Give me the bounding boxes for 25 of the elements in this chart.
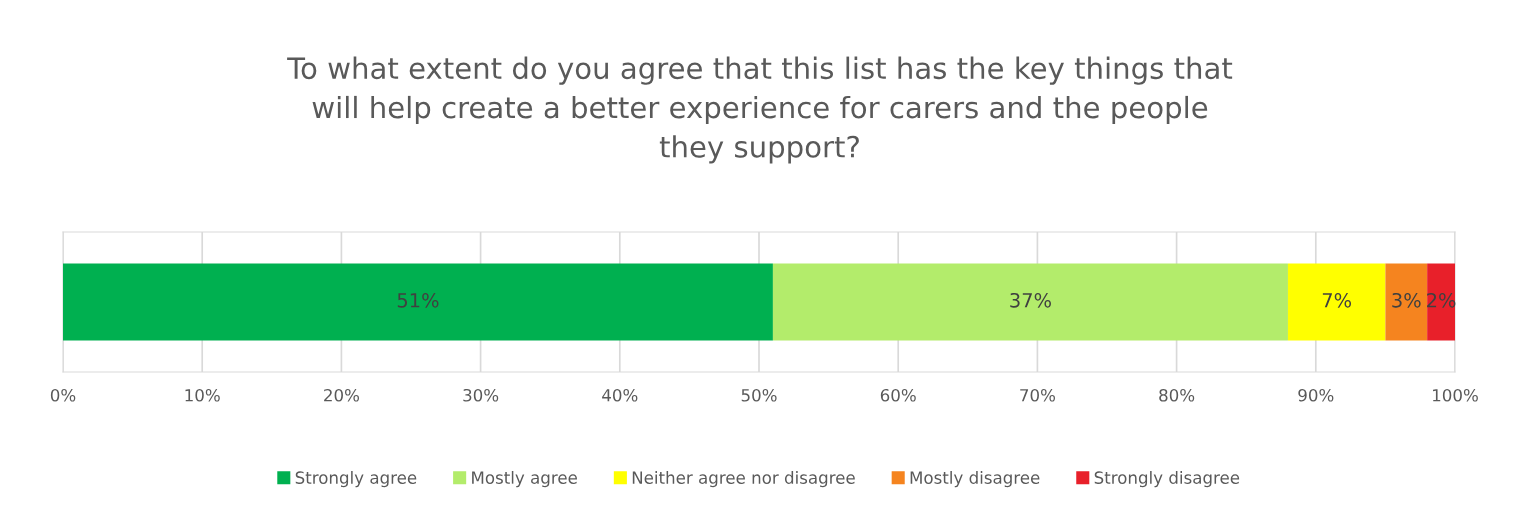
- legend-label: Mostly agree: [472, 471, 577, 488]
- bar: [63, 263, 773, 341]
- legend-label: Strongly disagree: [1094, 471, 1240, 488]
- data-label: 3%: [1392, 292, 1421, 308]
- legend-label: Strongly agree: [295, 471, 417, 488]
- x-tick-label: 90%: [1298, 388, 1334, 402]
- bar: [1287, 263, 1386, 341]
- bar: [1385, 263, 1428, 341]
- x-tick-label: 30%: [463, 388, 499, 402]
- x-tick-label: 50%: [741, 388, 777, 402]
- x-tick-label: 60%: [880, 388, 916, 402]
- bar: [772, 263, 1288, 341]
- x-tick-label: 20%: [324, 388, 359, 402]
- data-label: 37%: [1010, 292, 1051, 308]
- chart-title: To what extent do you agree that this list has the key things that will help create a better experience for carers and the people they support?: [287, 56, 1233, 164]
- x-tick-label: 40%: [602, 388, 638, 402]
- legend-label: Neither agree nor disagree: [632, 471, 855, 488]
- x-tick-label: 80%: [1159, 388, 1195, 402]
- x-tick-label: 0%: [50, 388, 76, 402]
- x-tick-label: 70%: [1020, 388, 1055, 402]
- x-tick-label: 100%: [1433, 388, 1478, 402]
- legend-label: Mostly disagree: [910, 471, 1040, 488]
- data-label: 7%: [1322, 292, 1352, 308]
- data-label: 51%: [397, 292, 439, 308]
- x-tick-label: 10%: [185, 388, 220, 402]
